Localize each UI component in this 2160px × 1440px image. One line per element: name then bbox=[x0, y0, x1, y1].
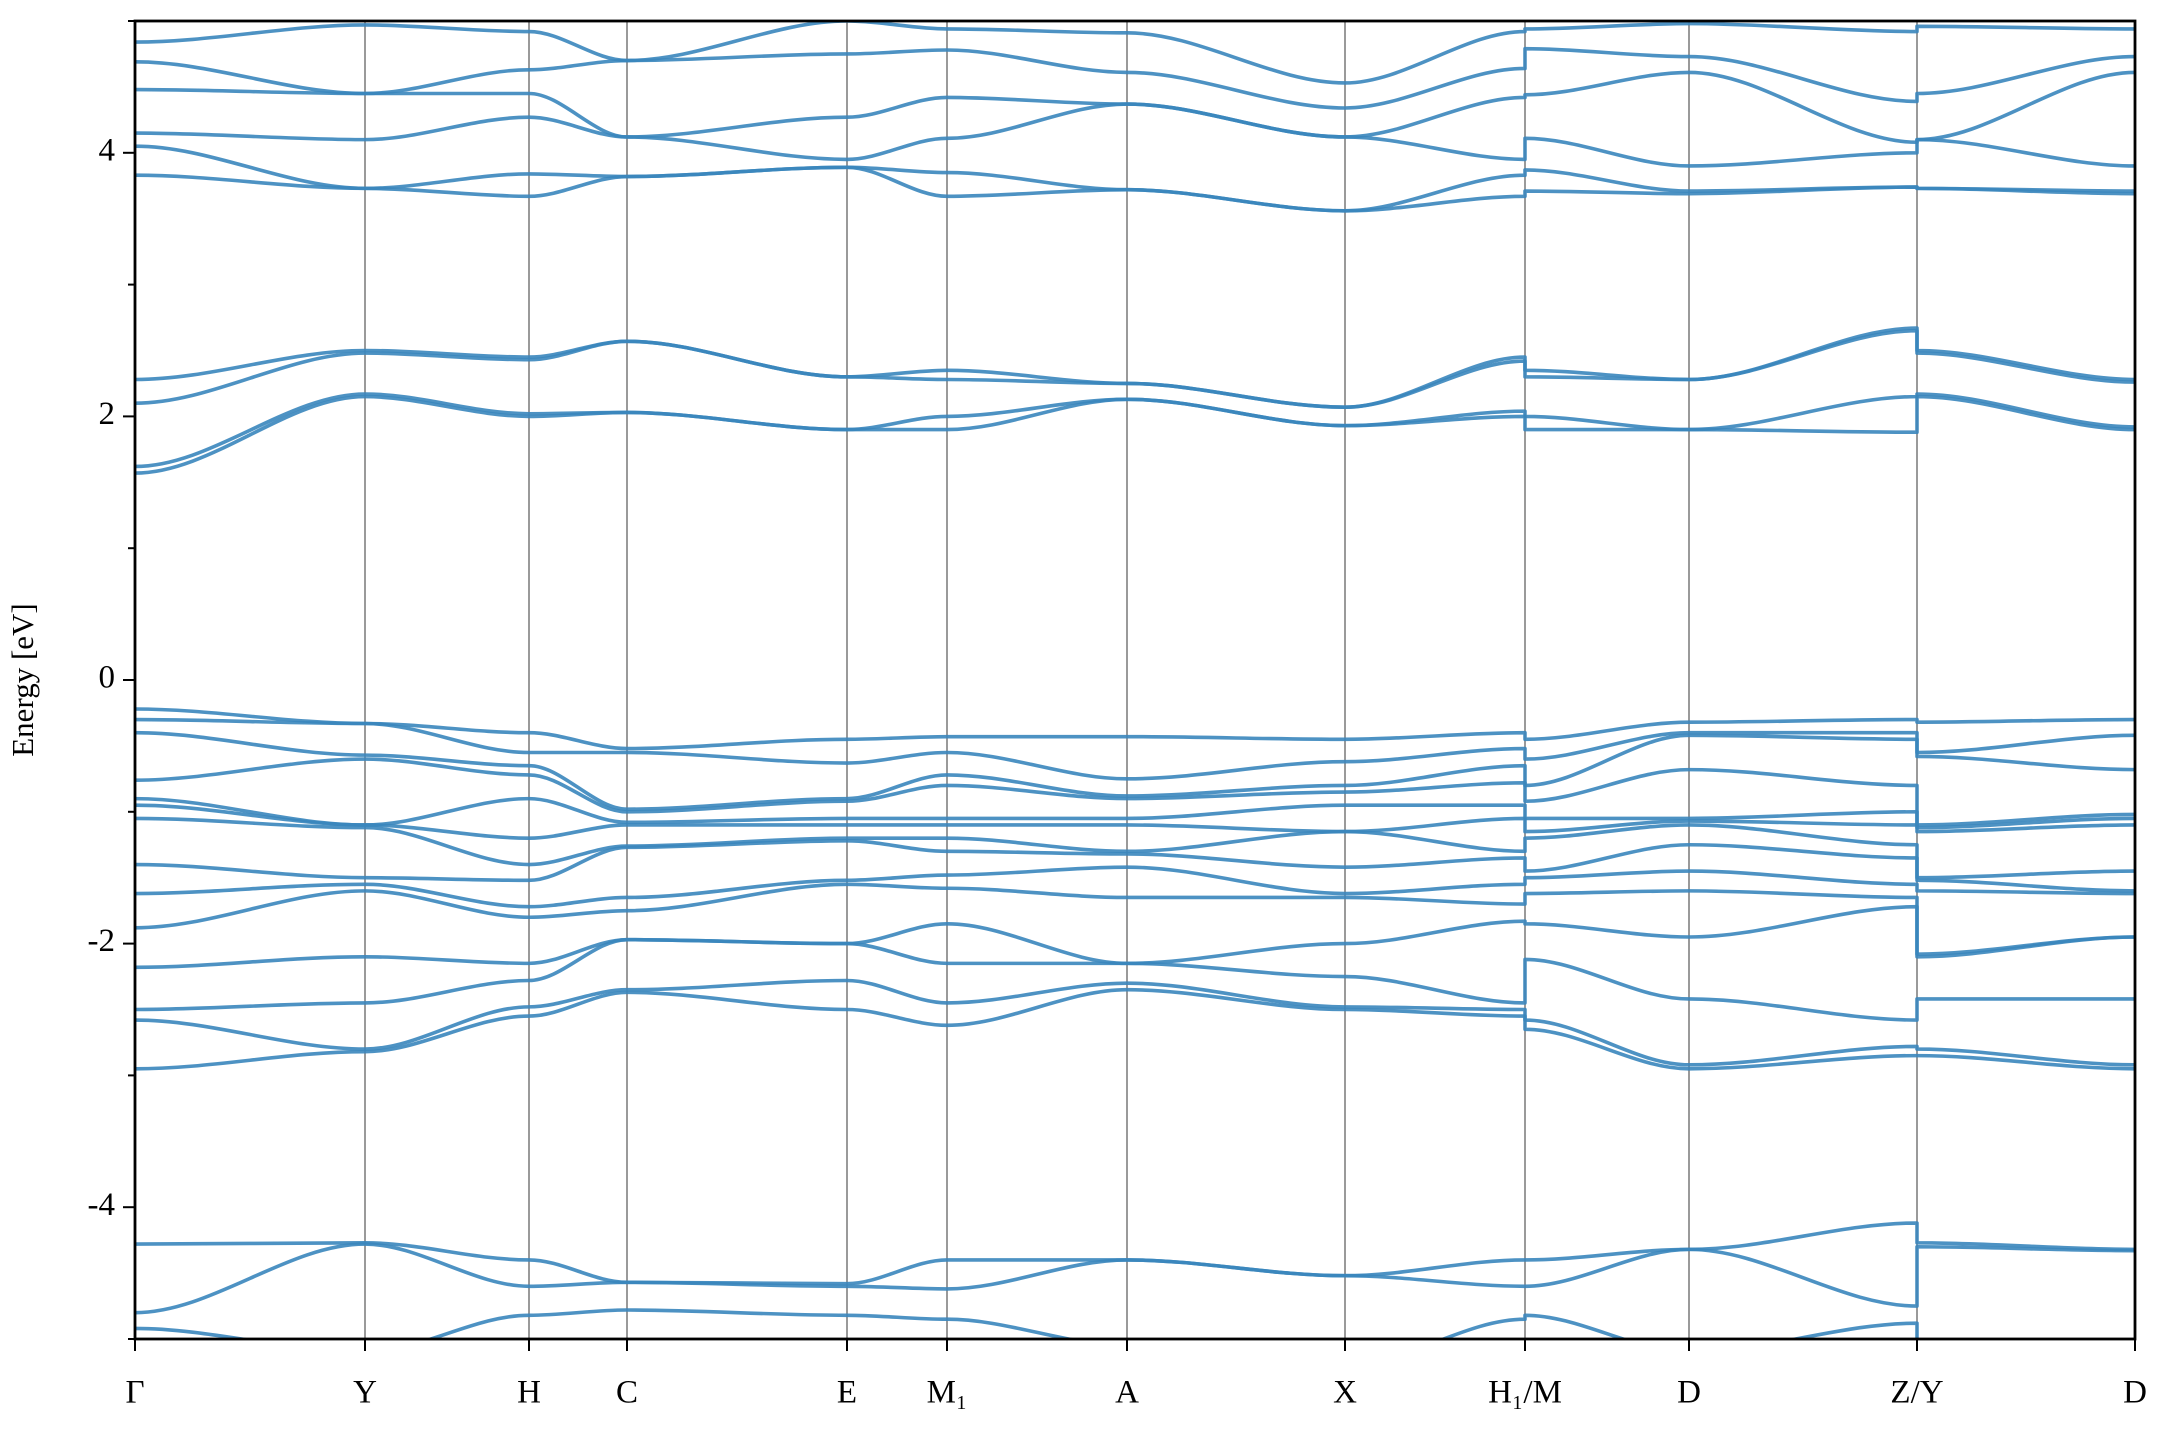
band-line bbox=[135, 46, 2135, 110]
band-line bbox=[135, 816, 2135, 880]
y-tick-label: -4 bbox=[88, 1187, 116, 1223]
x-tick-label: C bbox=[616, 1375, 638, 1411]
band-line bbox=[135, 730, 2135, 811]
band-line bbox=[135, 1221, 2135, 1286]
band-line bbox=[135, 803, 2135, 840]
band-line bbox=[135, 882, 2135, 956]
x-tick-label: E bbox=[837, 1375, 857, 1411]
band-line bbox=[135, 757, 2135, 827]
y-tick-label: 4 bbox=[99, 132, 116, 168]
band-line bbox=[135, 165, 2135, 213]
band-line bbox=[135, 102, 2135, 168]
band-line bbox=[135, 937, 2135, 1022]
x-tick-label: A bbox=[1115, 1375, 1139, 1411]
y-tick-label: -2 bbox=[88, 923, 116, 959]
band-line bbox=[135, 838, 2135, 893]
x-tick-label: H₁/M bbox=[1488, 1375, 1562, 1411]
y-axis-label: Energy [eV] bbox=[5, 603, 40, 757]
y-tick-label: 0 bbox=[99, 660, 116, 696]
band-line bbox=[135, 987, 2135, 1071]
band-line bbox=[135, 978, 2135, 1067]
x-tick-label: H bbox=[517, 1375, 541, 1411]
band-line bbox=[135, 865, 2135, 909]
band-line bbox=[135, 717, 2135, 781]
x-tick-label: M₁ bbox=[927, 1375, 968, 1411]
band-line bbox=[135, 904, 2135, 970]
band-line bbox=[135, 394, 2135, 475]
band-line bbox=[135, 796, 2135, 830]
grid-layer bbox=[134, 21, 2136, 1339]
band-line bbox=[135, 21, 2135, 85]
band-line bbox=[135, 707, 2135, 751]
x-tick-label: Y bbox=[353, 1375, 377, 1411]
axis-layer: -4 -2 0 2 4 Γ Y H C E M₁ A X H₁/M D Z/Y D bbox=[88, 20, 2147, 1411]
x-tick-label: D bbox=[2123, 1375, 2147, 1411]
x-tick-label: Γ bbox=[125, 1375, 144, 1411]
y-tick-label: 2 bbox=[99, 396, 116, 432]
x-tick-label: X bbox=[1333, 1375, 1357, 1411]
x-tick-label: Z/Y bbox=[1890, 1375, 1943, 1411]
band-line bbox=[135, 1242, 2135, 1315]
band-line bbox=[135, 328, 2135, 409]
band-line bbox=[135, 1308, 1919, 1339]
band-layer bbox=[135, 21, 2135, 1339]
x-tick-label: D bbox=[1677, 1375, 1701, 1411]
